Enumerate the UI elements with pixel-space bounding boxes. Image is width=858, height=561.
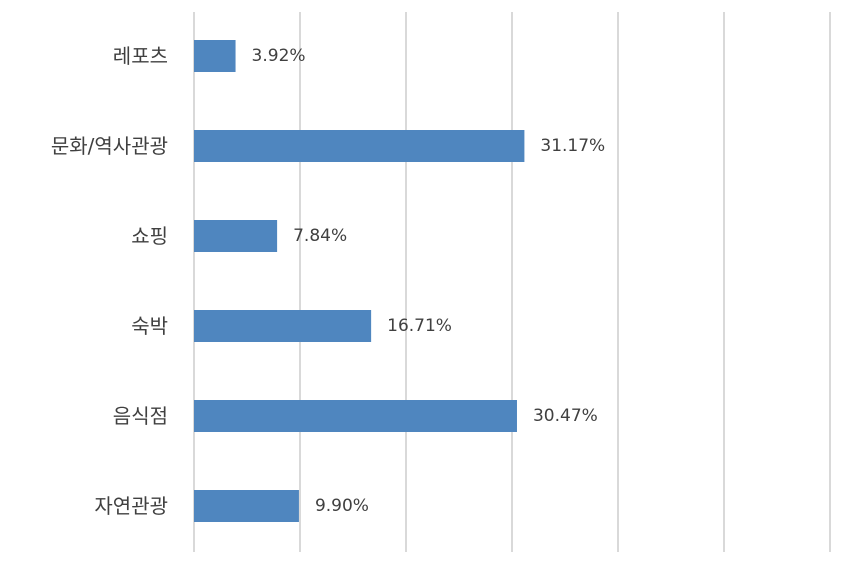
data-labels: 3.92% 31.17% 7.84% 16.71% 30.47% 9.90% — [252, 46, 606, 516]
category-label: 쇼핑 — [131, 224, 168, 248]
data-label: 9.90% — [315, 496, 369, 516]
gridlines — [193, 12, 831, 552]
bar — [194, 310, 372, 342]
category-label: 문화/역사관광 — [51, 134, 168, 158]
data-label: 31.17% — [540, 136, 605, 156]
bar — [194, 130, 525, 162]
category-label: 숙박 — [131, 314, 168, 338]
bar — [194, 220, 278, 252]
data-label: 3.92% — [252, 46, 306, 66]
bar — [194, 490, 299, 522]
bar — [194, 40, 236, 72]
data-label: 30.47% — [533, 406, 598, 426]
data-label: 16.71% — [387, 316, 452, 336]
category-label: 음식점 — [113, 404, 168, 428]
category-label: 자연관광 — [94, 494, 168, 518]
category-label: 레포츠 — [113, 44, 168, 68]
bar — [194, 400, 517, 432]
data-label: 7.84% — [293, 226, 347, 246]
bars — [194, 40, 525, 522]
